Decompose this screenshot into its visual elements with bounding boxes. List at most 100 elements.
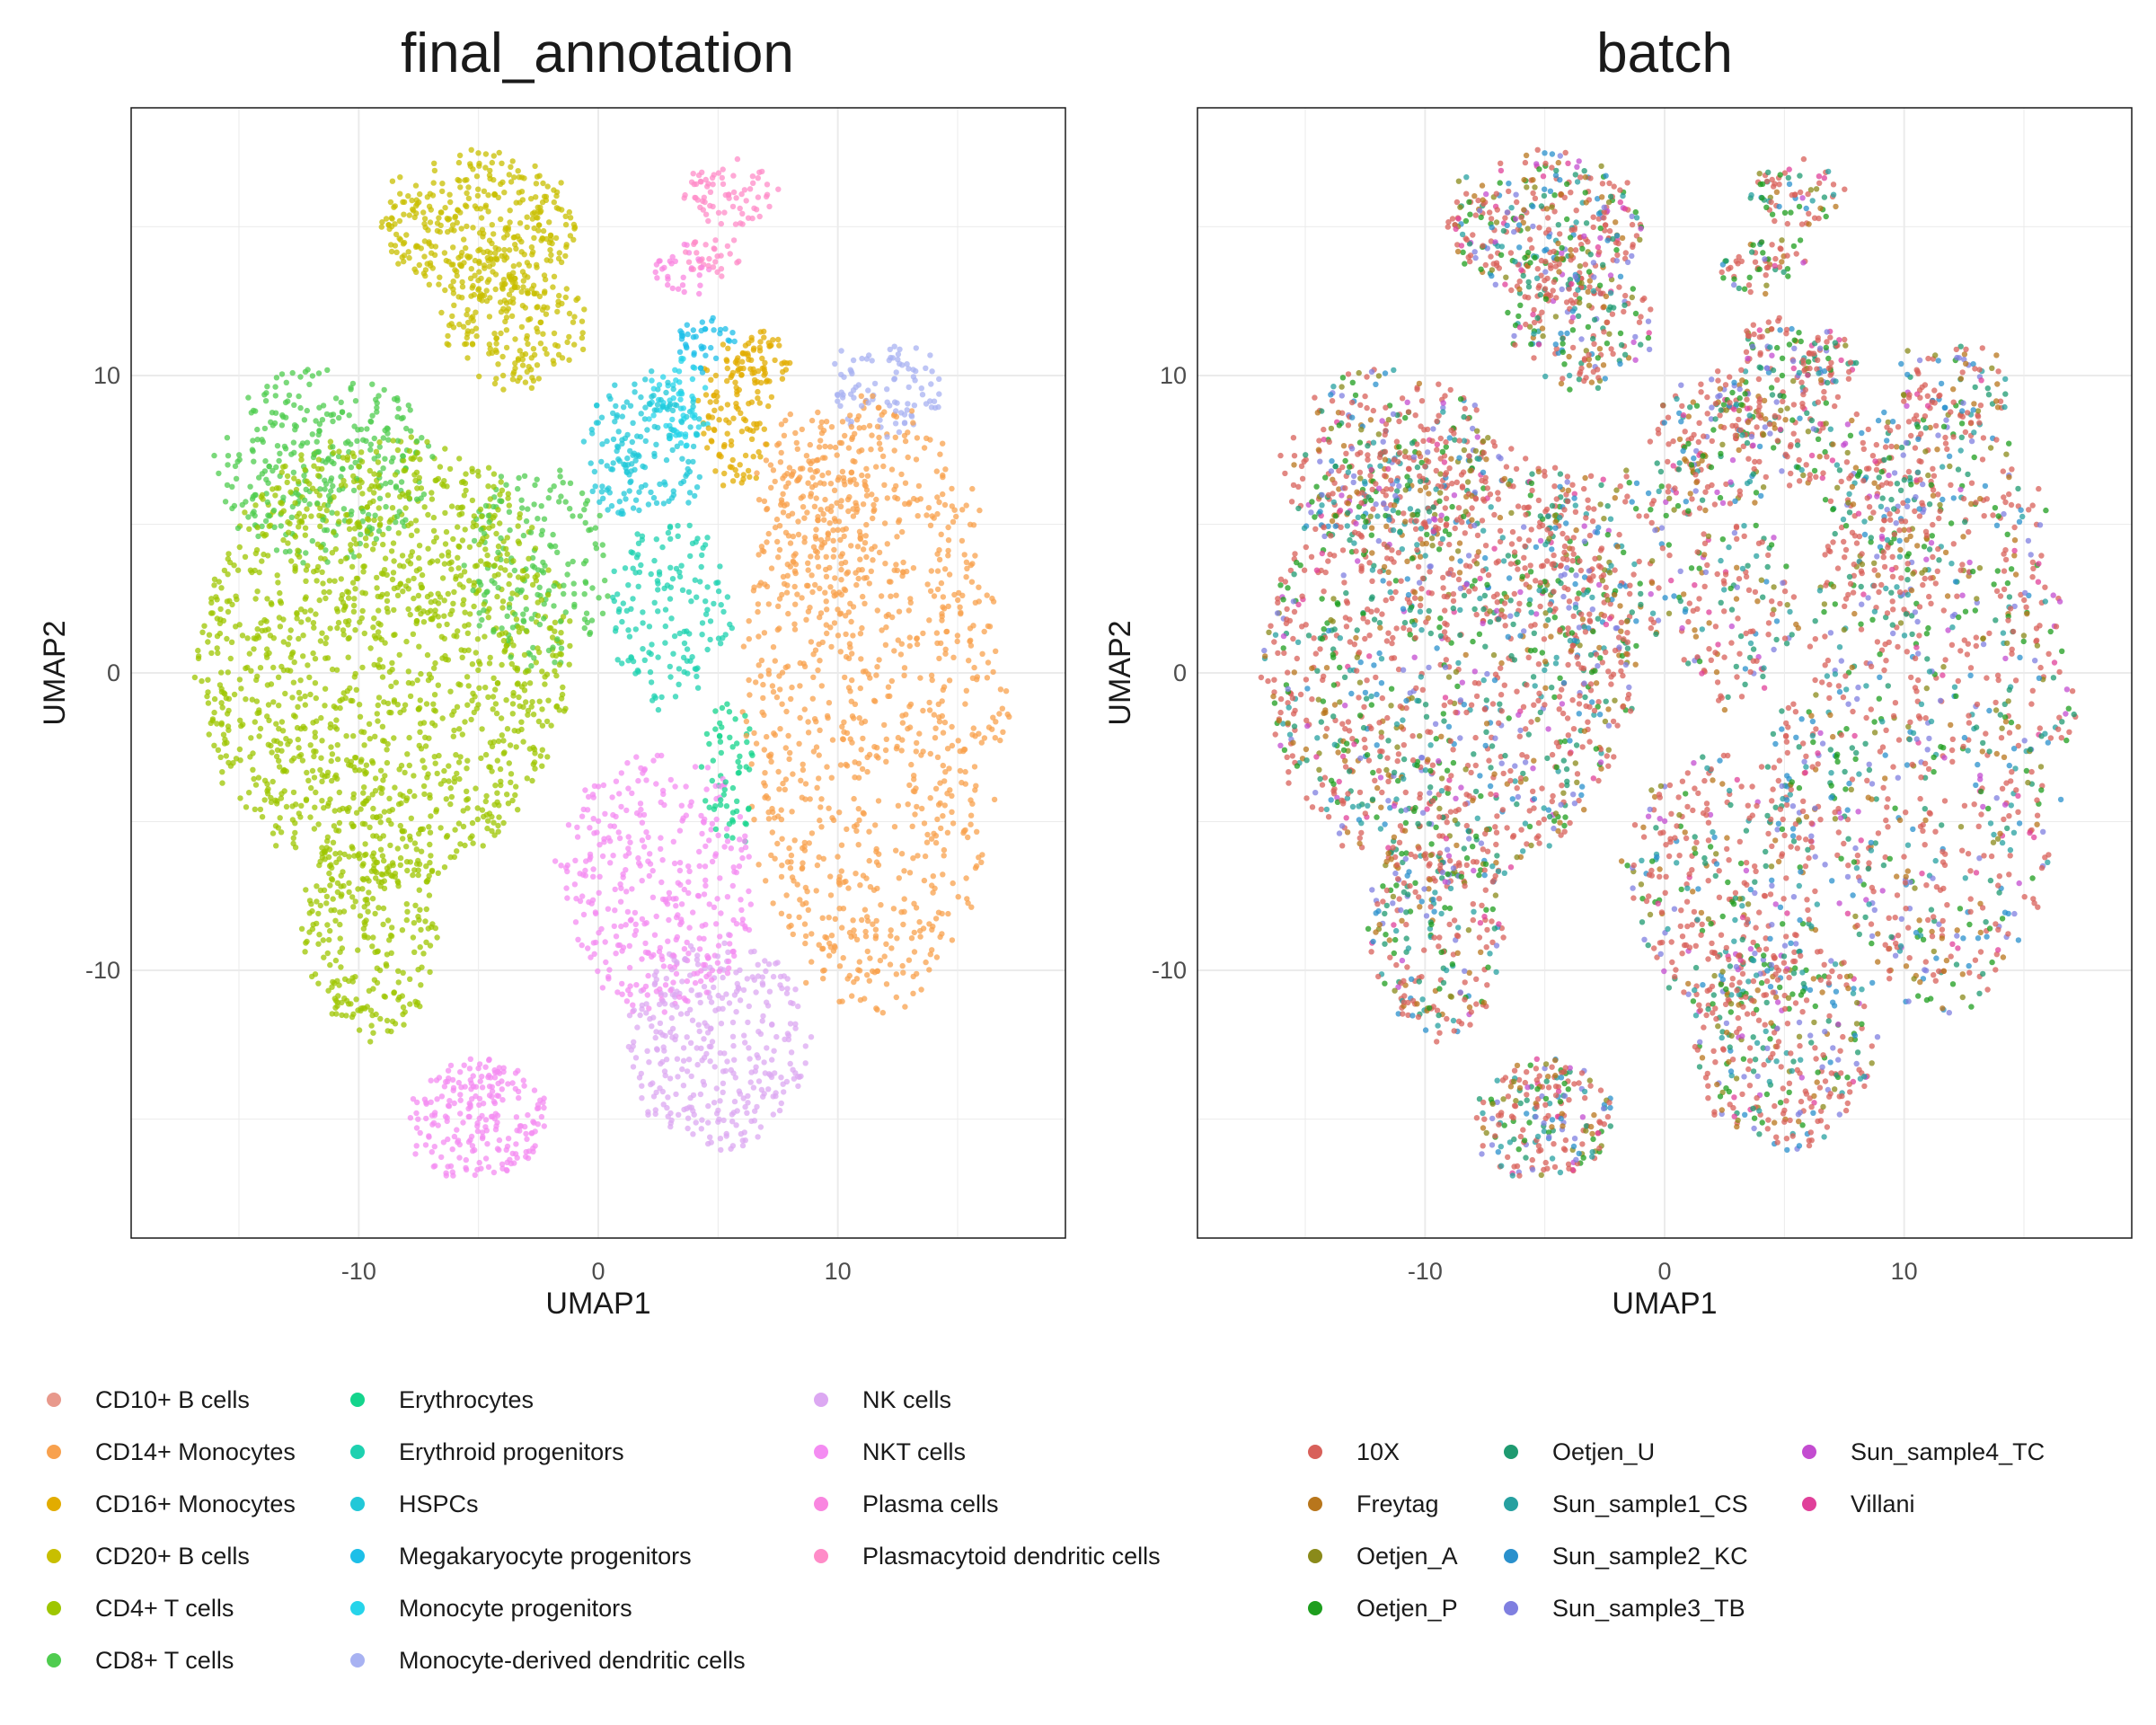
data-point: [826, 700, 833, 706]
data-point: [395, 261, 402, 267]
data-point: [603, 959, 609, 966]
data-point: [464, 319, 472, 326]
data-point: [959, 537, 966, 544]
data-point: [583, 610, 590, 616]
data-point: [661, 1001, 668, 1007]
data-point: [436, 623, 442, 629]
data-point: [465, 683, 472, 689]
data-point: [929, 677, 935, 684]
data-point: [611, 568, 617, 574]
data-point: [534, 1105, 541, 1112]
data-point: [307, 607, 314, 614]
data-point: [863, 465, 870, 472]
data-point: [817, 610, 825, 616]
data-point: [718, 1146, 724, 1154]
data-point: [782, 745, 789, 751]
data-point: [744, 976, 750, 982]
data-point: [968, 637, 974, 643]
data-point: [330, 418, 336, 425]
data-point: [246, 650, 252, 657]
data-point: [523, 518, 530, 525]
data-point: [490, 269, 496, 275]
data-point: [816, 444, 823, 450]
data-point: [456, 726, 463, 732]
data-point: [436, 752, 442, 759]
data-point: [323, 411, 331, 418]
data-point: [874, 664, 880, 670]
data-point: [901, 420, 908, 426]
data-point: [562, 609, 569, 615]
data-point: [493, 530, 499, 537]
data-point: [764, 583, 771, 589]
data-point: [365, 908, 371, 915]
data-point: [464, 765, 470, 772]
data-point: [855, 842, 862, 848]
data-point: [566, 357, 572, 363]
data-point: [507, 219, 513, 226]
data-point: [913, 456, 920, 463]
data-point: [421, 216, 429, 222]
data-point: [838, 868, 844, 874]
data-point: [738, 846, 745, 853]
data-point: [823, 598, 829, 605]
data-point: [479, 807, 486, 813]
data-point: [817, 727, 823, 733]
data-point: [407, 1001, 413, 1007]
data-point: [838, 348, 844, 354]
data-point: [765, 961, 773, 968]
data-point: [775, 554, 782, 561]
data-point: [643, 1010, 649, 1016]
data-point: [205, 639, 211, 645]
data-point: [668, 1014, 675, 1022]
data-point: [625, 582, 632, 588]
data-point: [970, 522, 977, 528]
data-point: [461, 1062, 467, 1068]
data-point: [374, 711, 380, 717]
data-point: [881, 953, 888, 960]
data-point: [653, 1046, 660, 1052]
data-point: [348, 542, 354, 548]
data-point: [379, 853, 386, 859]
data-point: [713, 816, 720, 823]
data-point: [415, 706, 421, 712]
data-point: [794, 591, 800, 597]
data-point: [857, 556, 863, 562]
data-point: [384, 605, 390, 612]
data-point: [908, 408, 915, 414]
data-point: [724, 970, 731, 977]
data-point: [866, 580, 872, 587]
data-point: [782, 529, 790, 535]
data-point: [867, 884, 874, 890]
data-point: [870, 921, 876, 927]
data-point: [718, 405, 724, 411]
data-point: [440, 1139, 447, 1146]
data-point: [831, 620, 838, 626]
data-point: [300, 632, 306, 639]
data-point: [464, 190, 470, 197]
data-point: [394, 702, 401, 708]
data-point: [422, 1142, 429, 1148]
data-point: [631, 1039, 637, 1046]
data-point: [225, 453, 232, 459]
data-point: [653, 500, 660, 507]
data-point: [450, 600, 456, 606]
data-point: [206, 731, 212, 738]
data-point: [780, 368, 786, 376]
data-point: [730, 1042, 737, 1049]
data-point: [467, 161, 473, 167]
data-point: [515, 1088, 522, 1095]
data-point: [746, 1003, 752, 1010]
data-point: [376, 495, 384, 501]
data-point: [460, 323, 467, 330]
data-point: [765, 671, 773, 677]
data-point: [694, 594, 700, 600]
data-point: [287, 489, 294, 495]
data-point: [639, 837, 646, 844]
data-point: [391, 585, 398, 592]
data-point: [547, 258, 553, 264]
data-point: [501, 297, 508, 304]
data-point: [802, 1043, 808, 1049]
data-point: [897, 410, 905, 416]
data-point: [254, 710, 261, 716]
data-point: [659, 857, 666, 863]
